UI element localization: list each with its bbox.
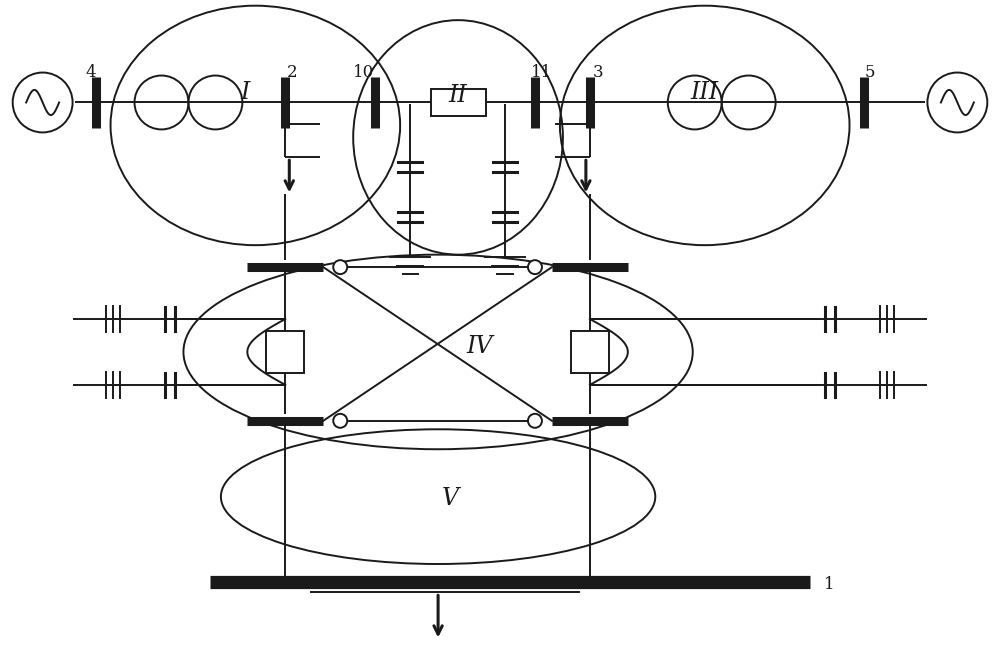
Circle shape xyxy=(333,414,347,428)
Circle shape xyxy=(528,260,542,274)
Text: 2: 2 xyxy=(287,64,298,81)
Circle shape xyxy=(528,414,542,428)
Text: 10: 10 xyxy=(353,64,374,81)
Text: 5: 5 xyxy=(864,64,875,81)
Text: 1: 1 xyxy=(824,576,835,593)
Text: 11: 11 xyxy=(531,64,553,81)
Text: 4: 4 xyxy=(85,64,96,81)
Text: II: II xyxy=(449,84,467,107)
Bar xyxy=(571,331,609,373)
Bar xyxy=(431,89,486,116)
Text: III: III xyxy=(691,81,719,104)
Circle shape xyxy=(333,260,347,274)
Bar xyxy=(266,331,304,373)
Text: IV: IV xyxy=(467,336,493,359)
Text: I: I xyxy=(241,81,250,104)
Text: 3: 3 xyxy=(593,64,603,81)
Text: V: V xyxy=(442,487,459,510)
